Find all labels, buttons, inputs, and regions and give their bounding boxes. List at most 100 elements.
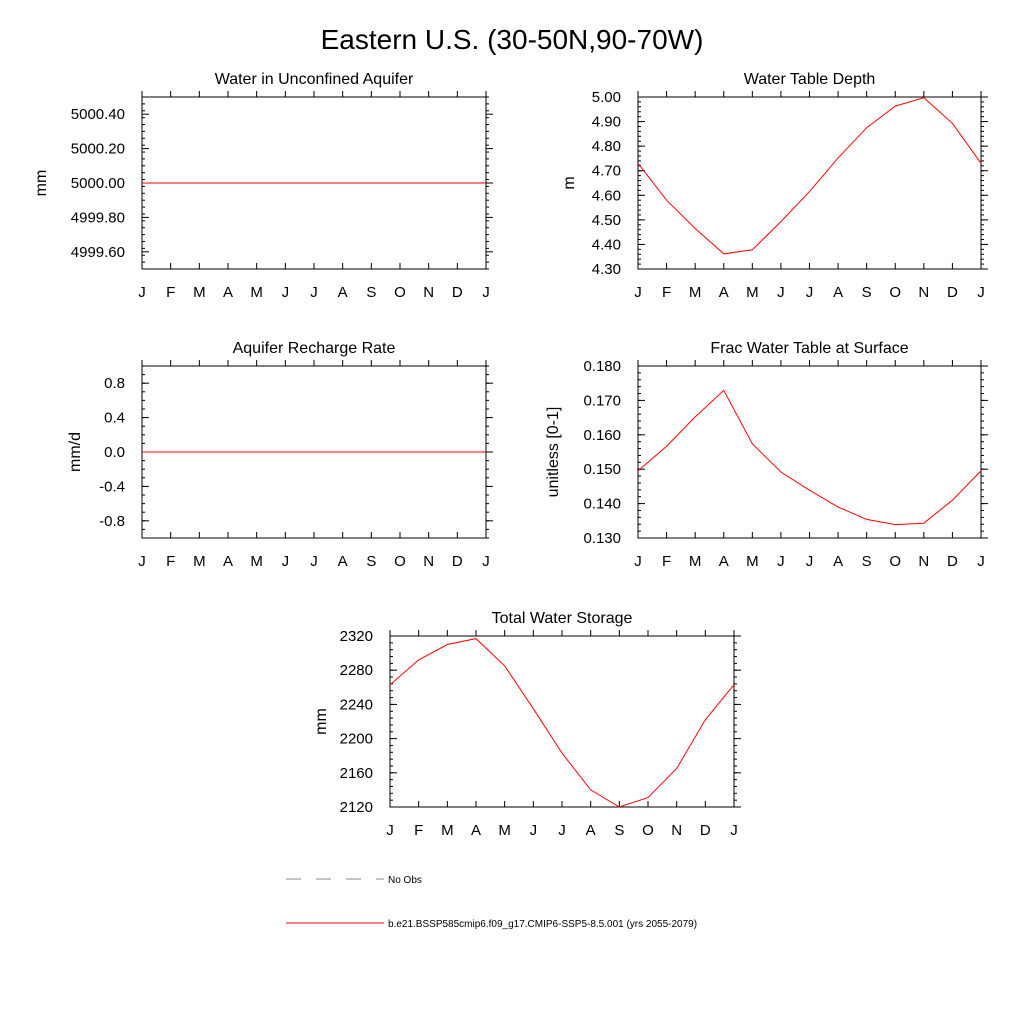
- x-tick-label: J: [530, 822, 538, 839]
- y-tick-label: 4.80: [592, 138, 621, 155]
- x-tick-label: J: [482, 553, 490, 570]
- x-tick-label: A: [471, 822, 481, 839]
- chart-title: Frac Water Table at Surface: [710, 340, 908, 357]
- x-tick-label: J: [138, 553, 146, 570]
- x-tick-label: J: [138, 284, 146, 301]
- y-tick-label: 2320: [340, 628, 373, 645]
- y-tick-label: 5.00: [592, 89, 621, 106]
- x-tick-label: N: [918, 553, 929, 570]
- x-tick-label: F: [662, 553, 671, 570]
- y-axis-label: m: [561, 176, 578, 189]
- x-tick-label: M: [746, 553, 759, 570]
- series-line: [389, 638, 735, 808]
- y-tick-label: 0.180: [583, 358, 621, 375]
- series-line: [637, 97, 982, 255]
- x-tick-label: M: [441, 822, 454, 839]
- x-tick-label: A: [833, 553, 843, 570]
- x-tick-label: J: [282, 553, 290, 570]
- legend-label: b.e21.BSSP585cmip6.f09_g17.CMIP6-SSP5-8.…: [388, 919, 697, 930]
- y-tick-label: 4.70: [592, 163, 621, 180]
- chart-title: Water in Unconfined Aquifer: [215, 71, 414, 88]
- x-tick-label: M: [193, 284, 206, 301]
- x-tick-label: J: [806, 284, 814, 301]
- x-tick-label: J: [634, 284, 642, 301]
- x-tick-label: M: [746, 284, 759, 301]
- x-tick-label: J: [777, 553, 785, 570]
- x-tick-label: A: [719, 553, 729, 570]
- x-tick-label: D: [452, 553, 463, 570]
- x-tick-label: J: [977, 553, 985, 570]
- x-tick-label: J: [777, 284, 785, 301]
- x-tick-label: F: [662, 284, 671, 301]
- x-tick-label: F: [166, 553, 175, 570]
- x-tick-label: M: [250, 284, 263, 301]
- x-tick-label: F: [166, 284, 175, 301]
- y-tick-label: 4.60: [592, 187, 621, 204]
- y-tick-label: 2240: [340, 696, 373, 713]
- y-tick-label: 0.160: [583, 427, 621, 444]
- x-tick-label: A: [833, 284, 843, 301]
- y-tick-label: -0.8: [99, 513, 125, 530]
- y-axis-label: mm: [33, 170, 50, 197]
- y-tick-label: 4.40: [592, 236, 621, 253]
- x-tick-label: S: [614, 822, 624, 839]
- series-line: [637, 389, 982, 526]
- x-tick-label: M: [689, 284, 702, 301]
- y-tick-label: 5000.20: [71, 141, 125, 158]
- x-tick-label: O: [889, 553, 901, 570]
- y-tick-label: 0.130: [583, 530, 621, 547]
- figure-title: Eastern U.S. (30-50N,90-70W): [321, 24, 704, 55]
- y-tick-label: 4.90: [592, 114, 621, 131]
- x-tick-label: J: [634, 553, 642, 570]
- x-tick-label: A: [223, 284, 233, 301]
- x-tick-label: A: [223, 553, 233, 570]
- x-tick-label: A: [338, 553, 348, 570]
- x-tick-label: O: [394, 553, 406, 570]
- x-tick-label: S: [366, 284, 376, 301]
- x-tick-label: O: [642, 822, 654, 839]
- x-tick-label: N: [423, 284, 434, 301]
- chart-title: Aquifer Recharge Rate: [233, 340, 396, 357]
- x-tick-label: J: [482, 284, 490, 301]
- x-tick-label: J: [310, 553, 318, 570]
- y-axis-label: mm: [313, 708, 330, 735]
- x-tick-label: D: [452, 284, 463, 301]
- x-tick-label: J: [730, 822, 738, 839]
- x-tick-label: M: [689, 553, 702, 570]
- y-tick-label: 5000.40: [71, 106, 125, 123]
- y-axis-label: mm/d: [67, 432, 84, 472]
- plot-frame: [637, 365, 982, 539]
- x-tick-label: N: [671, 822, 682, 839]
- chart-title: Water Table Depth: [744, 71, 876, 88]
- y-tick-label: 0.150: [583, 461, 621, 478]
- x-tick-label: M: [193, 553, 206, 570]
- x-tick-label: S: [862, 553, 872, 570]
- y-tick-label: 2280: [340, 662, 373, 679]
- y-tick-label: 4.50: [592, 212, 621, 229]
- y-tick-label: 5000.00: [71, 175, 125, 192]
- x-tick-label: S: [862, 284, 872, 301]
- y-tick-label: 4.30: [592, 261, 621, 278]
- y-tick-label: 0.170: [583, 392, 621, 409]
- y-tick-label: 0.8: [104, 375, 125, 392]
- x-tick-label: D: [947, 284, 958, 301]
- legend: No Obs b.e21.BSSP585cmip6.f09_g17.CMIP6-S…: [286, 875, 697, 930]
- plot-frame: [389, 635, 735, 808]
- y-tick-label: 2120: [340, 799, 373, 816]
- y-tick-label: 0.0: [104, 444, 125, 461]
- chart-title: Total Water Storage: [492, 610, 633, 627]
- x-tick-label: O: [889, 284, 901, 301]
- x-tick-label: J: [310, 284, 318, 301]
- y-tick-label: 4999.60: [71, 244, 125, 261]
- x-tick-label: J: [282, 284, 290, 301]
- x-tick-label: D: [947, 553, 958, 570]
- y-tick-label: -0.4: [99, 478, 125, 495]
- x-tick-label: N: [918, 284, 929, 301]
- x-tick-label: N: [423, 553, 434, 570]
- x-tick-label: J: [386, 822, 394, 839]
- y-axis-label: unitless [0-1]: [545, 407, 562, 498]
